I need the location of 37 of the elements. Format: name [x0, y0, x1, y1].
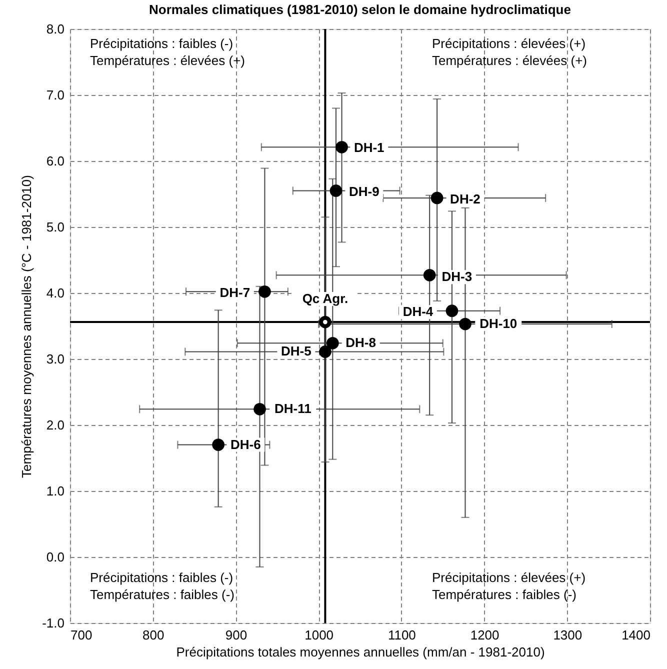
annotation: Précipitations : faibles (-) Températures : élevées (+)	[90, 36, 245, 68]
x-tick-label: 900	[225, 628, 248, 642]
x-tick-label: 1400	[622, 628, 650, 642]
y-tick-label: 1.0	[46, 484, 64, 498]
y-tick-label: 4.0	[46, 286, 64, 300]
y-tick-label: 6.0	[46, 154, 64, 168]
annotation: DH-9	[348, 184, 380, 200]
x-tick-label: 1200	[470, 628, 500, 642]
annotation: DH-8	[346, 335, 376, 350]
annotation: DH-5	[281, 344, 312, 359]
y-tick-label: 2.0	[46, 418, 64, 432]
annotation: DH-1	[354, 140, 384, 155]
x-tick-label: 1000	[304, 628, 334, 642]
chart-title: Normales climatiques (1981-2010) selon le domaine hydroclimatique	[149, 2, 571, 17]
annotation: DH-7	[220, 285, 250, 300]
annotation: DH-4	[402, 304, 434, 320]
annotation: DH-2	[450, 191, 480, 206]
y-tick-label: 3.0	[46, 352, 64, 366]
annotation: DH-11	[274, 401, 312, 416]
y-tick-label: 8.0	[46, 22, 64, 36]
y-tick-label: -1.0	[42, 616, 64, 630]
y-tick-label: 7.0	[46, 88, 64, 102]
x-tick-label: 800	[142, 628, 164, 642]
annotation: Qc Agr.	[302, 290, 348, 306]
annotation: Précipitations : faibles (-) Températures : faibles (-)	[90, 570, 234, 602]
x-axis-title: Précipitations totales moyennes annuelles (mm/an - 1981-2010)	[176, 644, 545, 660]
annotation: Précipitations : élevées (+) Températures : élevées (+)	[432, 36, 587, 68]
annotation: DH-3	[442, 269, 472, 284]
y-tick-label: 0.0	[46, 550, 64, 564]
annotation: DH-6	[230, 436, 261, 452]
y-axis-title: Températures moyennes annuelles (°C - 1981-2010)	[19, 175, 34, 478]
annotation: DH-10	[480, 316, 518, 332]
annotation: Précipitations : élevées (+) Températures : faibles (-)	[432, 570, 586, 602]
x-tick-label: 1100	[388, 628, 416, 642]
x-tick-label: 1300	[553, 628, 582, 642]
y-tick-label: 5.0	[46, 220, 64, 234]
x-tick-label: 700	[70, 628, 92, 642]
